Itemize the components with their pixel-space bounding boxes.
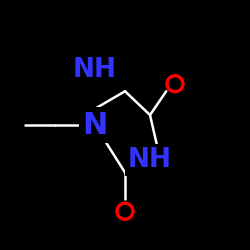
Text: NH: NH (128, 147, 172, 173)
Circle shape (117, 203, 133, 219)
Text: N: N (82, 110, 108, 140)
Circle shape (167, 76, 183, 92)
Text: NH: NH (73, 57, 117, 83)
